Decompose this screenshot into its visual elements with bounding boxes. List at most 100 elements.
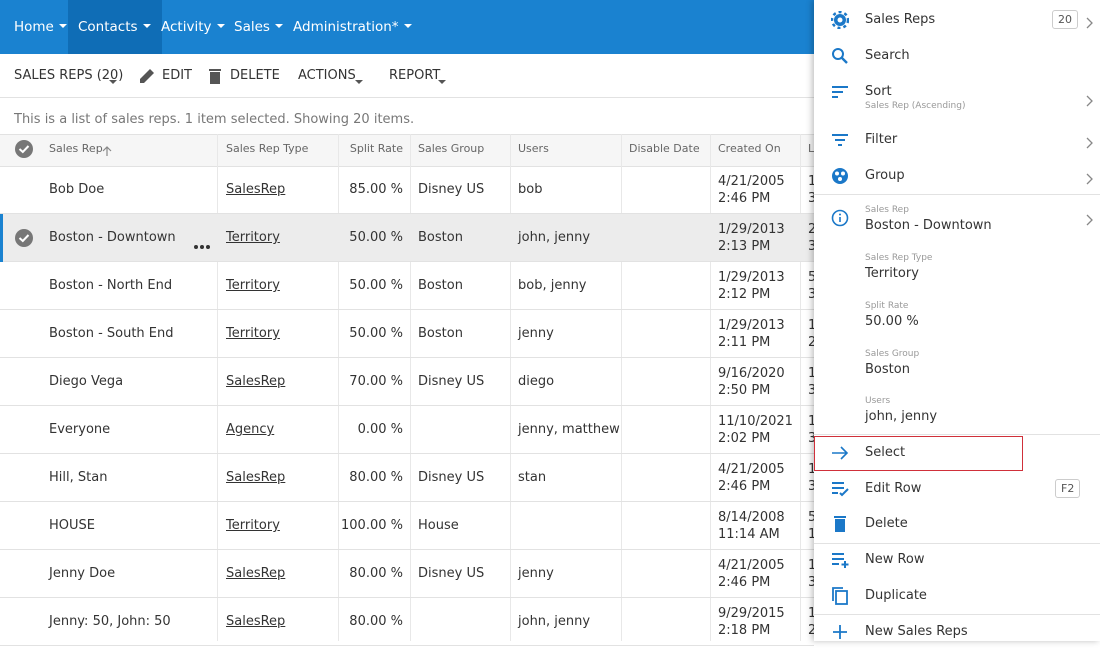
icon: [830, 10, 850, 30]
actions-menu[interactable]: ACTIONS: [298, 68, 356, 83]
column-header[interactable]: Users: [518, 142, 549, 155]
table-row[interactable]: [0, 262, 814, 310]
chevron: [1085, 134, 1094, 149]
row-menu: [193, 235, 211, 249]
split-rate: 85.00 %: [349, 182, 403, 197]
users: jenny, matthew: [518, 422, 620, 437]
panel-item[interactable]: [814, 123, 1100, 157]
column-header[interactable]: Sales Rep: [49, 142, 103, 155]
sales-rep: Jenny: 50, John: 50: [49, 614, 171, 629]
split-rate: 0.00 %: [357, 422, 403, 437]
icon: [831, 623, 849, 641]
column-header[interactable]: Sales Group: [418, 142, 485, 155]
menu-label: Search: [865, 48, 910, 63]
table-row[interactable]: [0, 166, 814, 214]
separator: [814, 434, 1100, 435]
created-time: 2:18 PM: [718, 623, 771, 638]
created-date: 4/21/2005: [718, 462, 785, 477]
edit-button[interactable]: EDIT: [162, 68, 192, 83]
table-row[interactable]: [0, 502, 814, 550]
detail-value: Boston: [865, 362, 910, 377]
toolbar: [0, 54, 1100, 98]
nav-item[interactable]: Sales: [224, 0, 294, 54]
column-header[interactable]: Disable Date: [629, 142, 700, 155]
created-date: 1/29/2013: [718, 318, 785, 333]
cut-cell: 1: [808, 318, 817, 333]
separator: [814, 543, 1100, 544]
cut-cell: 1: [808, 606, 817, 621]
sales-rep: Hill, Stan: [49, 470, 108, 485]
action-label: Edit Row: [865, 481, 922, 496]
nav-item[interactable]: Activity: [151, 0, 236, 54]
cut-cell: 3: [808, 239, 817, 254]
shortcut-badge: F2: [1055, 479, 1081, 498]
split-rate: 70.00 %: [349, 374, 403, 389]
created-date: 4/21/2005: [718, 558, 785, 573]
sales-rep-type[interactable]: SalesRep: [226, 470, 286, 485]
cut-cell: 1: [808, 414, 817, 429]
table-row[interactable]: [0, 454, 814, 502]
header-row: [0, 134, 814, 167]
icon: [831, 83, 849, 101]
icon: [831, 131, 849, 149]
panel-item[interactable]: [814, 159, 1100, 193]
sales-rep-type[interactable]: SalesRep: [226, 614, 286, 629]
column-header[interactable]: L: [808, 142, 815, 155]
sales-rep-type[interactable]: SalesRep: [226, 374, 286, 389]
table-row[interactable]: [0, 550, 814, 598]
panel-item[interactable]: [814, 579, 1100, 613]
report-menu[interactable]: REPORT: [389, 68, 441, 83]
icon: [831, 167, 849, 185]
sales-rep-type[interactable]: Agency: [226, 422, 275, 437]
created-time: 2:50 PM: [718, 383, 771, 398]
icon: [831, 444, 849, 462]
detail-value: Boston - Downtown: [865, 218, 992, 233]
created-time: 2:02 PM: [718, 431, 771, 446]
sales-rep: Boston - Downtown: [49, 230, 176, 245]
edit-icon: [138, 67, 156, 85]
panel-item[interactable]: [814, 543, 1100, 577]
column-header[interactable]: Created On: [718, 142, 781, 155]
cut-cell: 5: [808, 510, 817, 525]
created-date: 11/10/2021: [718, 414, 793, 429]
created-date: 1/29/2013: [718, 270, 785, 285]
caret: [437, 72, 447, 84]
nav-item[interactable]: Contacts: [68, 0, 162, 54]
caret: [216, 0, 226, 55]
users: stan: [518, 470, 547, 485]
menu-label: Sort: [865, 84, 892, 99]
nav-label: Administration*: [293, 19, 399, 35]
sales-rep-type[interactable]: Territory: [226, 518, 280, 533]
sales-rep-type[interactable]: Territory: [226, 230, 280, 245]
menu-label: Sales Reps: [865, 12, 936, 27]
created-time: 11:14 AM: [718, 527, 780, 542]
table-row[interactable]: [0, 358, 814, 406]
chevron: [1085, 92, 1094, 107]
column-header[interactable]: Split Rate: [349, 142, 403, 155]
nav-item[interactable]: Home: [4, 0, 78, 54]
view-menu[interactable]: SALES REPS (20): [14, 68, 124, 83]
nav-item[interactable]: Administration*: [283, 0, 423, 54]
sales-rep-type[interactable]: Territory: [226, 326, 280, 341]
nav-label: Home: [14, 19, 54, 35]
panel-item[interactable]: [814, 39, 1100, 73]
table-row[interactable]: [0, 310, 814, 358]
table-row[interactable]: [0, 214, 814, 262]
delete-button[interactable]: DELETE: [230, 68, 280, 83]
panel-item[interactable]: [814, 436, 1023, 471]
users: bob, jenny: [518, 278, 587, 293]
table-row[interactable]: [0, 406, 814, 454]
status-text: This is a list of sales reps. 1 item sel…: [14, 112, 415, 127]
split-rate: 80.00 %: [349, 470, 403, 485]
action-label: Select: [865, 445, 906, 460]
sales-rep-type[interactable]: SalesRep: [226, 182, 286, 197]
select-all-check: [14, 139, 34, 159]
sales-rep-type[interactable]: Territory: [226, 278, 280, 293]
action-label: Delete: [865, 516, 908, 531]
column-divider: [217, 134, 218, 641]
cut-cell: 3: [808, 479, 817, 494]
sales-rep-type[interactable]: SalesRep: [226, 566, 286, 581]
users: jenny: [518, 326, 554, 341]
nav-label: Contacts: [78, 19, 138, 35]
column-header[interactable]: Sales Rep Type: [226, 142, 309, 155]
